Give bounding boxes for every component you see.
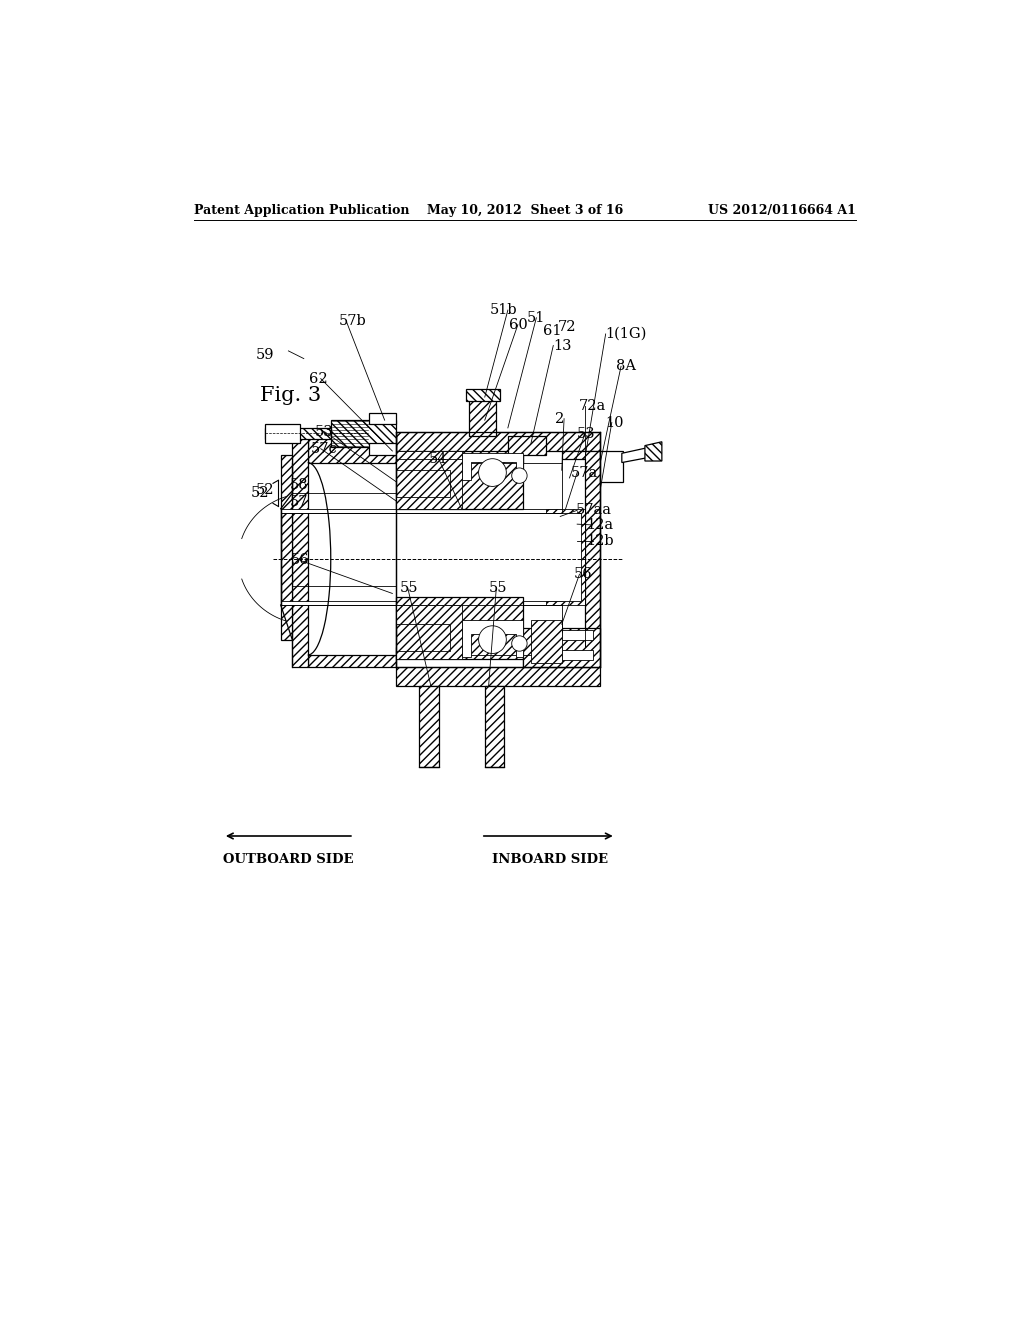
Circle shape xyxy=(512,469,527,483)
Text: OUTBOARD SIDE: OUTBOARD SIDE xyxy=(223,853,353,866)
Text: 55: 55 xyxy=(399,581,418,595)
Text: 72a: 72a xyxy=(579,400,606,413)
Text: 57aa: 57aa xyxy=(575,503,611,517)
Polygon shape xyxy=(265,424,300,444)
Polygon shape xyxy=(396,451,523,508)
Polygon shape xyxy=(396,598,523,659)
Circle shape xyxy=(512,636,527,651)
Polygon shape xyxy=(281,508,562,512)
Circle shape xyxy=(478,626,506,653)
Text: 56: 56 xyxy=(574,568,593,581)
Text: 57c: 57c xyxy=(310,442,338,455)
Text: 13: 13 xyxy=(553,338,571,352)
Polygon shape xyxy=(396,667,600,686)
Polygon shape xyxy=(331,420,396,447)
Polygon shape xyxy=(469,397,497,436)
Polygon shape xyxy=(281,512,562,605)
Text: 12b: 12b xyxy=(587,535,614,548)
Text: Patent Application Publication: Patent Application Publication xyxy=(194,205,410,218)
Text: US 2012/0116664 A1: US 2012/0116664 A1 xyxy=(708,205,856,218)
Polygon shape xyxy=(370,412,396,424)
Text: 2: 2 xyxy=(555,412,564,425)
Text: 12a: 12a xyxy=(587,517,613,532)
Text: 53: 53 xyxy=(578,428,596,441)
Text: Fig. 3: Fig. 3 xyxy=(260,385,322,405)
Polygon shape xyxy=(462,453,523,480)
Polygon shape xyxy=(396,647,600,667)
Polygon shape xyxy=(562,649,593,660)
Text: INBOARD SIDE: INBOARD SIDE xyxy=(493,853,608,866)
Polygon shape xyxy=(523,628,600,667)
Text: 61: 61 xyxy=(544,323,562,338)
Text: 53: 53 xyxy=(314,425,333,438)
Text: 58: 58 xyxy=(290,478,308,492)
Polygon shape xyxy=(466,389,500,401)
Text: 55: 55 xyxy=(488,581,507,595)
Polygon shape xyxy=(265,428,331,440)
Text: 57b: 57b xyxy=(339,314,367,327)
Polygon shape xyxy=(562,630,593,640)
Text: 62: 62 xyxy=(309,372,328,385)
Text: 72: 72 xyxy=(558,319,577,334)
Polygon shape xyxy=(370,444,396,455)
Text: 54: 54 xyxy=(429,451,447,466)
Text: 51: 51 xyxy=(527,310,546,325)
Polygon shape xyxy=(645,442,662,461)
Polygon shape xyxy=(396,432,600,462)
Polygon shape xyxy=(281,455,292,640)
Text: 59: 59 xyxy=(256,347,274,362)
Text: 56: 56 xyxy=(291,553,309,568)
Text: 1(1G): 1(1G) xyxy=(605,327,647,341)
Polygon shape xyxy=(396,459,585,655)
Text: 52: 52 xyxy=(256,483,274,496)
Polygon shape xyxy=(600,451,624,482)
Circle shape xyxy=(478,459,506,487)
Polygon shape xyxy=(419,686,438,767)
Text: May 10, 2012  Sheet 3 of 16: May 10, 2012 Sheet 3 of 16 xyxy=(427,205,623,218)
Polygon shape xyxy=(531,620,562,663)
Text: 60: 60 xyxy=(509,318,528,331)
Polygon shape xyxy=(622,447,650,462)
Polygon shape xyxy=(562,451,600,647)
Polygon shape xyxy=(281,601,562,605)
Text: 57: 57 xyxy=(290,495,308,508)
Polygon shape xyxy=(396,459,462,508)
Polygon shape xyxy=(396,451,462,462)
Polygon shape xyxy=(547,508,585,605)
Polygon shape xyxy=(508,436,547,455)
Text: 8A: 8A xyxy=(615,359,636,374)
Polygon shape xyxy=(307,432,396,462)
Text: 10: 10 xyxy=(605,416,625,429)
Polygon shape xyxy=(396,605,462,659)
Text: 51b: 51b xyxy=(490,304,518,317)
Polygon shape xyxy=(307,655,396,667)
Text: 52: 52 xyxy=(251,486,269,500)
Polygon shape xyxy=(292,432,307,667)
Text: 57a: 57a xyxy=(571,466,598,479)
Polygon shape xyxy=(484,686,504,767)
Polygon shape xyxy=(462,620,523,657)
